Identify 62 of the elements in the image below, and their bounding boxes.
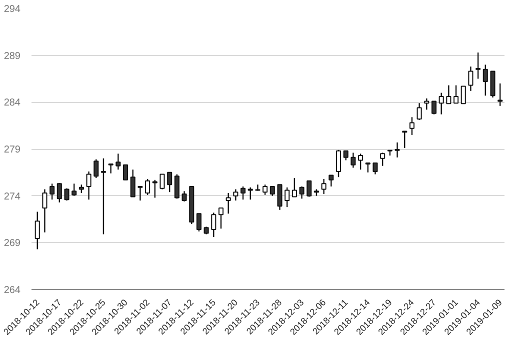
candlestick bbox=[196, 213, 202, 232]
candlestick bbox=[321, 178, 326, 195]
candlestick bbox=[270, 186, 275, 196]
candlestick bbox=[306, 180, 312, 198]
candlestick bbox=[100, 158, 106, 235]
candlestick bbox=[233, 188, 238, 202]
candlestick bbox=[116, 153, 121, 170]
candlestick bbox=[56, 182, 62, 203]
candlestick bbox=[409, 116, 414, 136]
candlestick bbox=[424, 98, 430, 110]
candlestick bbox=[365, 162, 370, 174]
candlestick bbox=[50, 183, 55, 200]
candlestick bbox=[446, 84, 452, 104]
candlestick bbox=[431, 100, 437, 115]
candlestick bbox=[468, 66, 474, 92]
candlestick bbox=[416, 102, 422, 121]
candlestick bbox=[108, 163, 114, 174]
candlestick bbox=[86, 170, 92, 200]
y-tick-label: 284 bbox=[4, 98, 21, 109]
candlestick bbox=[336, 149, 342, 178]
candlestick bbox=[482, 64, 488, 96]
candlestick bbox=[299, 186, 304, 200]
y-tick-label: 279 bbox=[4, 144, 21, 156]
candlestick bbox=[460, 86, 466, 104]
candlestick bbox=[160, 174, 165, 190]
candlestick bbox=[277, 184, 282, 210]
candlestick bbox=[358, 153, 364, 170]
candlestick bbox=[138, 186, 143, 202]
y-tick-label: 274 bbox=[4, 191, 21, 202]
candlestick bbox=[34, 211, 40, 250]
candlestick bbox=[262, 184, 268, 196]
candlestick bbox=[454, 84, 459, 104]
candlestick bbox=[72, 183, 77, 196]
candlestick bbox=[145, 178, 150, 196]
y-tick-label: 289 bbox=[4, 50, 21, 62]
candlestick bbox=[255, 184, 260, 192]
candlestick bbox=[174, 174, 180, 200]
candlestick bbox=[226, 192, 231, 214]
candlestick bbox=[394, 142, 400, 158]
candlestick bbox=[167, 172, 172, 193]
candlestick bbox=[380, 152, 386, 166]
candlestick bbox=[122, 164, 128, 180]
candlestick bbox=[328, 174, 334, 188]
candlestick bbox=[240, 186, 246, 200]
candlestick bbox=[42, 188, 48, 233]
candlestick bbox=[218, 207, 224, 230]
candlestick bbox=[64, 188, 70, 202]
candlestick bbox=[284, 186, 290, 208]
y-tick-label: 264 bbox=[4, 285, 21, 296]
candlestick bbox=[182, 190, 187, 202]
y-tick-label: 269 bbox=[4, 238, 21, 250]
y-tick-label: 294 bbox=[4, 4, 21, 15]
candlestick bbox=[372, 162, 378, 175]
candlestick bbox=[211, 212, 216, 238]
candlestick bbox=[94, 158, 99, 179]
candlestick bbox=[350, 152, 356, 168]
candlestick bbox=[438, 92, 444, 115]
candlestick bbox=[476, 52, 481, 80]
candlestick bbox=[130, 169, 136, 198]
candlestick bbox=[343, 150, 348, 161]
candlestick bbox=[292, 177, 297, 198]
candlestick bbox=[402, 130, 408, 149]
